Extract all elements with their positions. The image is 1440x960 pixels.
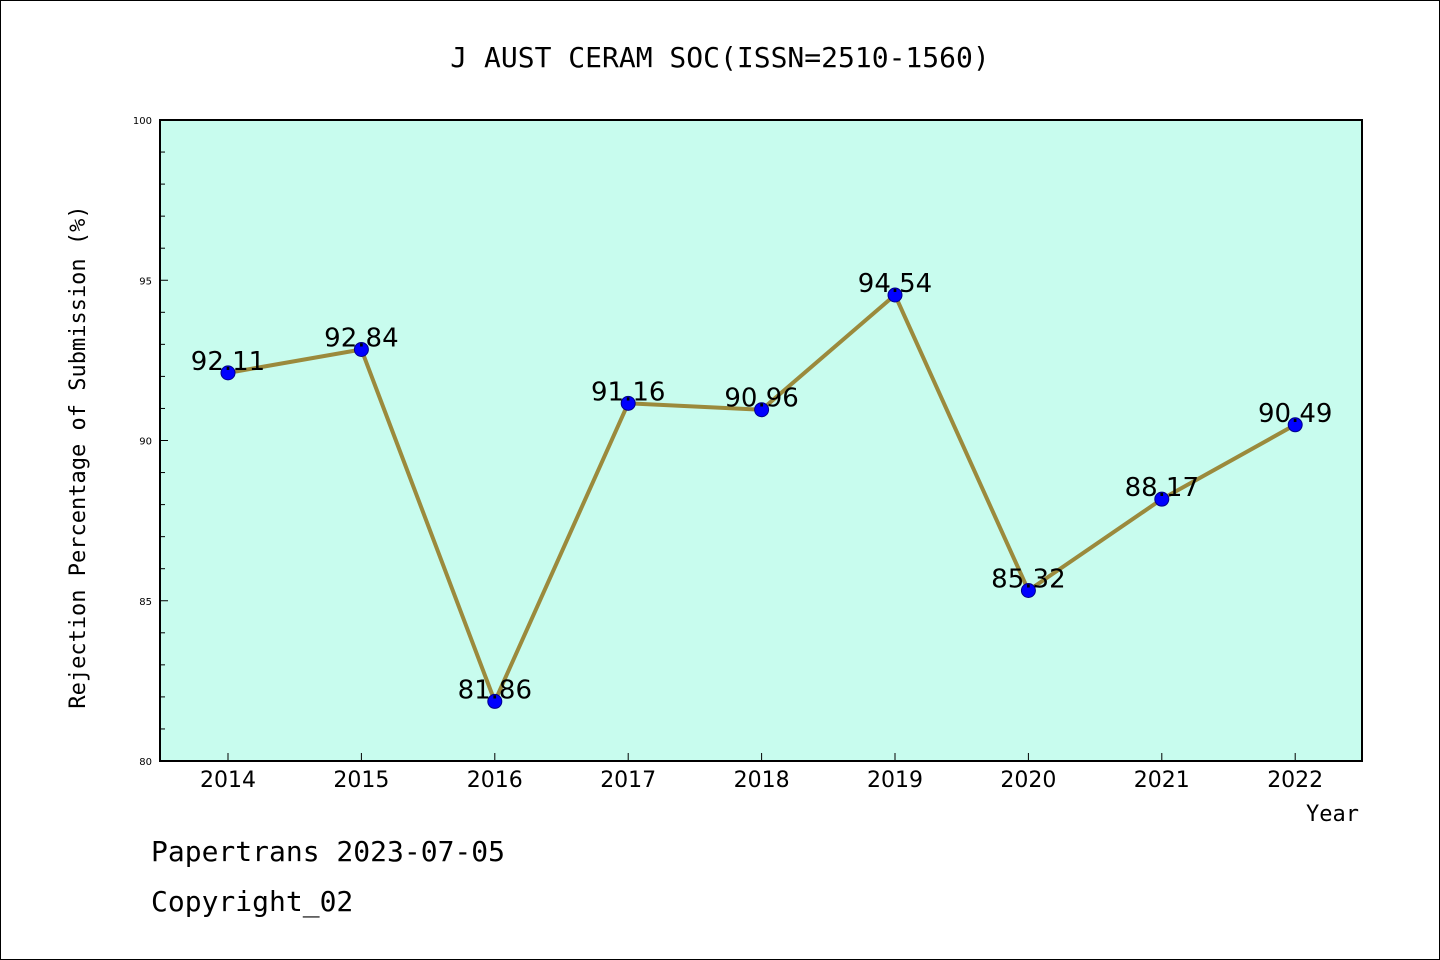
data-label: 92.84 bbox=[324, 323, 398, 353]
y-axis: 80 85 90 95 100 bbox=[133, 116, 168, 768]
x-tick-label: 2022 bbox=[1267, 768, 1323, 793]
chart-title: J AUST CERAM SOC(ISSN=2510-1560) bbox=[450, 41, 989, 74]
data-point bbox=[1020, 582, 1036, 598]
x-tick-label: 2021 bbox=[1134, 768, 1190, 793]
x-tick-label: 2017 bbox=[600, 768, 656, 793]
y-tick-label: 95 bbox=[139, 276, 152, 287]
data-label: 94.54 bbox=[858, 269, 932, 299]
y-tick-label: 100 bbox=[133, 116, 152, 127]
footer-copyright: Copyright_02 bbox=[151, 885, 354, 918]
x-tick-label: 2015 bbox=[333, 768, 389, 793]
data-label: 81.86 bbox=[458, 675, 532, 705]
data-point bbox=[887, 287, 903, 303]
x-tick-label: 2019 bbox=[867, 768, 923, 793]
data-labels: 92.11 92.84 81.86 91.16 90.96 94.54 85.32 88.17… bbox=[191, 269, 1333, 705]
y-axis-label: Rejection Percentage of Submission (%) bbox=[66, 205, 91, 708]
data-point bbox=[353, 341, 369, 357]
data-point bbox=[754, 402, 770, 418]
x-tick-label: 2016 bbox=[467, 768, 523, 793]
data-label: 85.32 bbox=[991, 564, 1065, 594]
footer-date: Papertrans 2023-07-05 bbox=[151, 835, 506, 868]
y-tick-label: 85 bbox=[139, 597, 152, 608]
y-tick-label: 90 bbox=[139, 437, 152, 448]
data-label: 91.16 bbox=[591, 377, 665, 407]
data-point bbox=[620, 395, 636, 411]
data-point bbox=[1287, 417, 1303, 433]
data-markers bbox=[220, 287, 1303, 709]
data-point bbox=[1154, 491, 1170, 507]
x-tick-label: 2014 bbox=[200, 768, 256, 793]
data-label: 88.17 bbox=[1125, 473, 1199, 503]
plot-area bbox=[159, 119, 1363, 762]
data-label: 90.96 bbox=[724, 384, 798, 414]
data-point bbox=[220, 365, 236, 381]
x-tick-label: 2018 bbox=[734, 768, 790, 793]
x-axis: 2014 2015 2016 2017 2018 2019 2020 2021 2022 bbox=[200, 753, 1323, 793]
x-tick-label: 2020 bbox=[1000, 768, 1056, 793]
data-label: 92.11 bbox=[191, 347, 265, 377]
data-point bbox=[487, 693, 503, 709]
y-tick-label: 80 bbox=[139, 757, 152, 768]
data-label: 90.49 bbox=[1258, 399, 1332, 429]
x-axis-label: Year bbox=[1306, 802, 1359, 827]
